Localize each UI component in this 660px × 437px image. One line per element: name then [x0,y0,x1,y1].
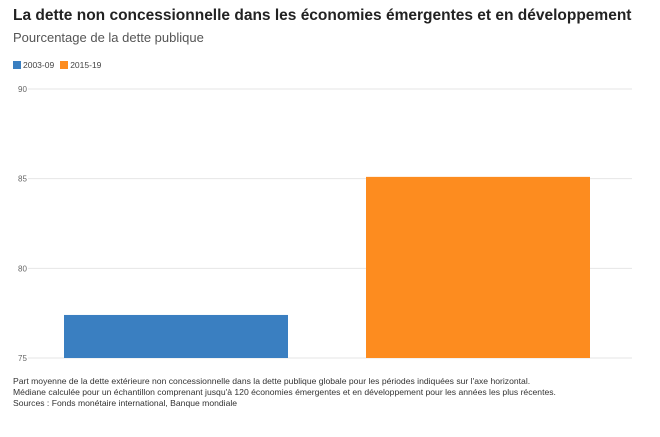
y-axis-ticks: 75 80 85 90 [18,85,27,363]
chart-title: La dette non concessionnelle dans les éc… [13,7,632,24]
chart-notes: Part moyenne de la dette extérieure non … [13,376,628,409]
legend-item-2003-09[interactable]: 2003-09 [13,60,54,70]
bar-2003-09[interactable] [64,314,288,358]
bar-2015-19[interactable] [366,176,590,358]
y-tick-label-80: 80 [18,264,27,273]
bar-chart: 75 80 85 90 [18,85,632,363]
bars [64,176,590,358]
legend: 2003-09 2015-19 [13,60,107,70]
legend-swatch-2003-09 [13,61,21,69]
legend-label-2003-09: 2003-09 [23,60,55,70]
y-tick-label-90: 90 [18,85,27,94]
y-tick-label-75: 75 [18,354,27,363]
note-line-1: Part moyenne de la dette extérieure non … [13,376,531,386]
legend-item-2015-19[interactable]: 2015-19 [60,60,101,70]
legend-label-2015-19: 2015-19 [70,60,102,70]
source-note: Sources : Fonds monétaire international,… [13,398,238,408]
legend-swatch-2015-19 [60,61,69,69]
chart-subtitle: Pourcentage de la dette publique [13,30,204,45]
y-tick-label-85: 85 [18,175,27,184]
note-line-2: Médiane calculée pour un échantillon com… [13,387,556,397]
